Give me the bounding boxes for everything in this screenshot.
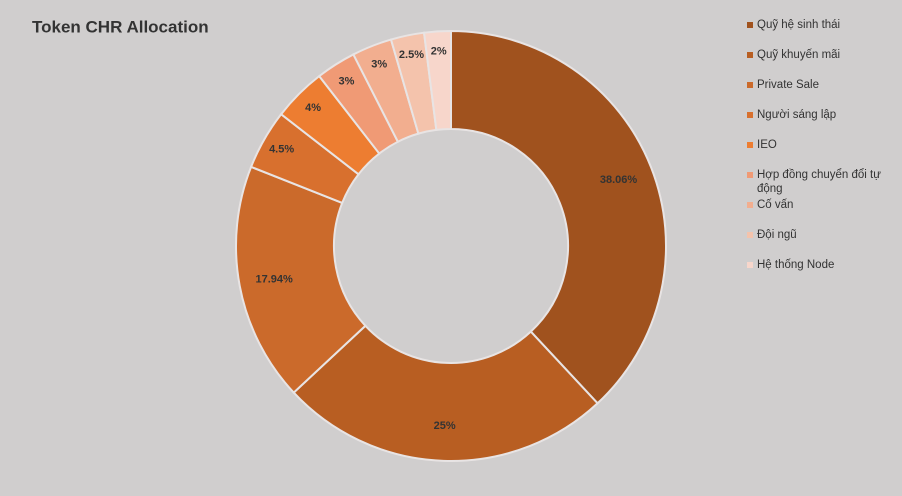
legend-label: Cố vấn xyxy=(757,199,794,211)
data-label: 38.06% xyxy=(600,174,638,186)
slice xyxy=(235,165,367,394)
legend-swatch xyxy=(747,262,753,268)
legend-swatch xyxy=(747,172,753,178)
legend-label: Hợp đồng chuyển đổi tự động xyxy=(757,169,881,195)
legend-item: Quỹ khuyến mãi xyxy=(745,48,895,78)
legend-label: Private Sale xyxy=(757,79,820,91)
data-label: 3% xyxy=(339,75,355,87)
legend-item: Hệ thống Node xyxy=(745,258,895,288)
legend-label: Người sáng lập xyxy=(757,109,837,121)
donut-chart: Token CHR Allocation 38.06% 25% 17.94% 4.5%… xyxy=(32,17,667,462)
data-label: 3% xyxy=(371,59,387,71)
chart-title: Token CHR Allocation xyxy=(32,17,209,36)
legend-item: Đội ngũ xyxy=(745,228,895,258)
slice xyxy=(450,29,667,405)
legend-label: Quỹ hệ sinh thái xyxy=(757,19,841,31)
data-label: 17.94% xyxy=(255,273,293,285)
legend-item: Người sáng lập xyxy=(745,108,895,138)
legend-item: IEO xyxy=(745,138,895,168)
data-label: 4% xyxy=(305,102,321,114)
legend-swatch xyxy=(747,22,753,28)
legend-swatch xyxy=(747,232,753,238)
legend-swatch xyxy=(747,112,753,118)
legend-item: Hợp đồng chuyển đổi tự động xyxy=(745,168,895,198)
legend-label: Đội ngũ xyxy=(757,229,797,241)
data-label: 2.5% xyxy=(399,49,424,61)
data-label: 2% xyxy=(431,45,447,57)
legend-item: Private Sale xyxy=(745,78,895,108)
legend-label: IEO xyxy=(757,139,777,151)
data-label: 4.5% xyxy=(269,143,294,155)
legend-swatch xyxy=(747,142,753,148)
legend: Quỹ hệ sinh thái Quỹ khuyến mãi Private Sa… xyxy=(745,18,895,288)
legend-label: Hệ thống Node xyxy=(757,259,835,271)
data-label: 25% xyxy=(434,420,456,432)
legend-item: Quỹ hệ sinh thái xyxy=(745,18,895,48)
legend-label: Quỹ khuyến mãi xyxy=(757,49,841,61)
slice xyxy=(292,324,599,462)
legend-item: Cố vấn xyxy=(745,198,895,228)
legend-swatch xyxy=(747,52,753,58)
legend-swatch xyxy=(747,202,753,208)
legend-swatch xyxy=(747,82,753,88)
slice xyxy=(422,29,452,132)
